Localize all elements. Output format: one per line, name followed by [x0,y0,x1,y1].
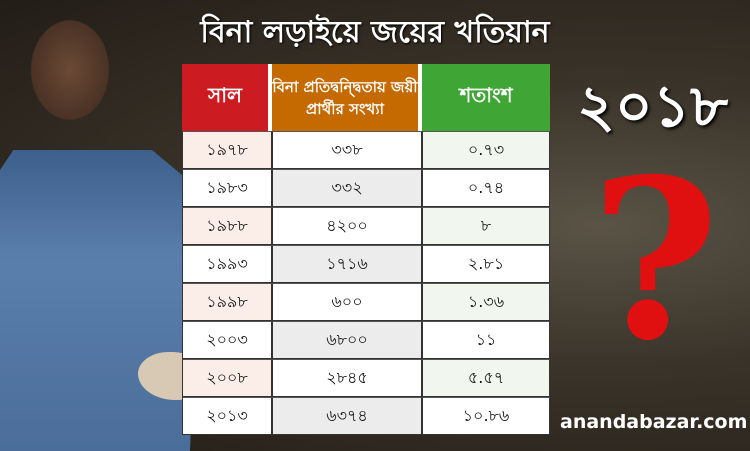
cell-percent: ০.৭৪ [422,169,550,207]
infographic-title: বিনা লড়াইয়ে জয়ের খতিয়ান [200,15,550,50]
cell-percent: ১১ [422,321,550,359]
table-header-row: সাল বিনা প্রতিদ্বন্দ্বিতায় জয়ী প্রার্থ… [182,64,550,131]
table-row: ১৯৮৮ ৪২০০ ৮ [182,207,550,245]
cell-year: ১৯৮৩ [182,169,272,207]
table-row: ২০০৮ ২৮৪৫ ৫.৫৭ [182,359,550,397]
table-row: ১৯৯৮ ৬০০ ১.৩৬ [182,283,550,321]
cell-percent: ১০.৮৬ [422,397,550,435]
cell-percent: ৫.৫৭ [422,359,550,397]
cell-count: ২৮৪৫ [272,359,422,397]
cell-year: ১৯৮৮ [182,207,272,245]
cell-year: ২০০৮ [182,359,272,397]
header-percentage: শতাংশ [422,64,550,131]
table-row: ১৯৯৩ ১৭১৬ ২.৮১ [182,245,550,283]
cell-year: ২০০৩ [182,321,272,359]
table-row: ২০০৩ ৬৮০০ ১১ [182,321,550,359]
table-row: ২০১৩ ৬৩৭৪ ১০.৮৬ [182,397,550,435]
cell-year: ১৯৭৮ [182,131,272,169]
header-uncontested-winners: বিনা প্রতিদ্বন্দ্বিতায় জয়ী প্রার্থীর স… [272,64,422,131]
year-2018-label: ২০১৮ [577,72,728,140]
cell-count: ৬৮০০ [272,321,422,359]
cell-percent: ১.৩৬ [422,283,550,321]
cell-count: ১৭১৬ [272,245,422,283]
cell-count: ৩৩২ [272,169,422,207]
cell-count: ৬০০ [272,283,422,321]
cell-year: ২০১৩ [182,397,272,435]
table-row: ১৯৮৩ ৩৩২ ০.৭৪ [182,169,550,207]
brand-logo-text: anandabazar.com [560,411,748,433]
cell-count: ৬৩৭৪ [272,397,422,435]
cell-count: ৪২০০ [272,207,422,245]
cell-count: ৩৩৮ [272,131,422,169]
cell-percent: ০.৭৩ [422,131,550,169]
cell-percent: ২.৮১ [422,245,550,283]
cell-percent: ৮ [422,207,550,245]
results-table: সাল বিনা প্রতিদ্বন্দ্বিতায় জয়ী প্রার্থ… [182,64,550,435]
cell-year: ১৯৯৩ [182,245,272,283]
question-mark: ? [590,130,720,389]
cell-year: ১৯৯৮ [182,283,272,321]
table-row: ১৯৭৮ ৩৩৮ ০.৭৩ [182,131,550,169]
header-year: সাল [182,64,272,131]
